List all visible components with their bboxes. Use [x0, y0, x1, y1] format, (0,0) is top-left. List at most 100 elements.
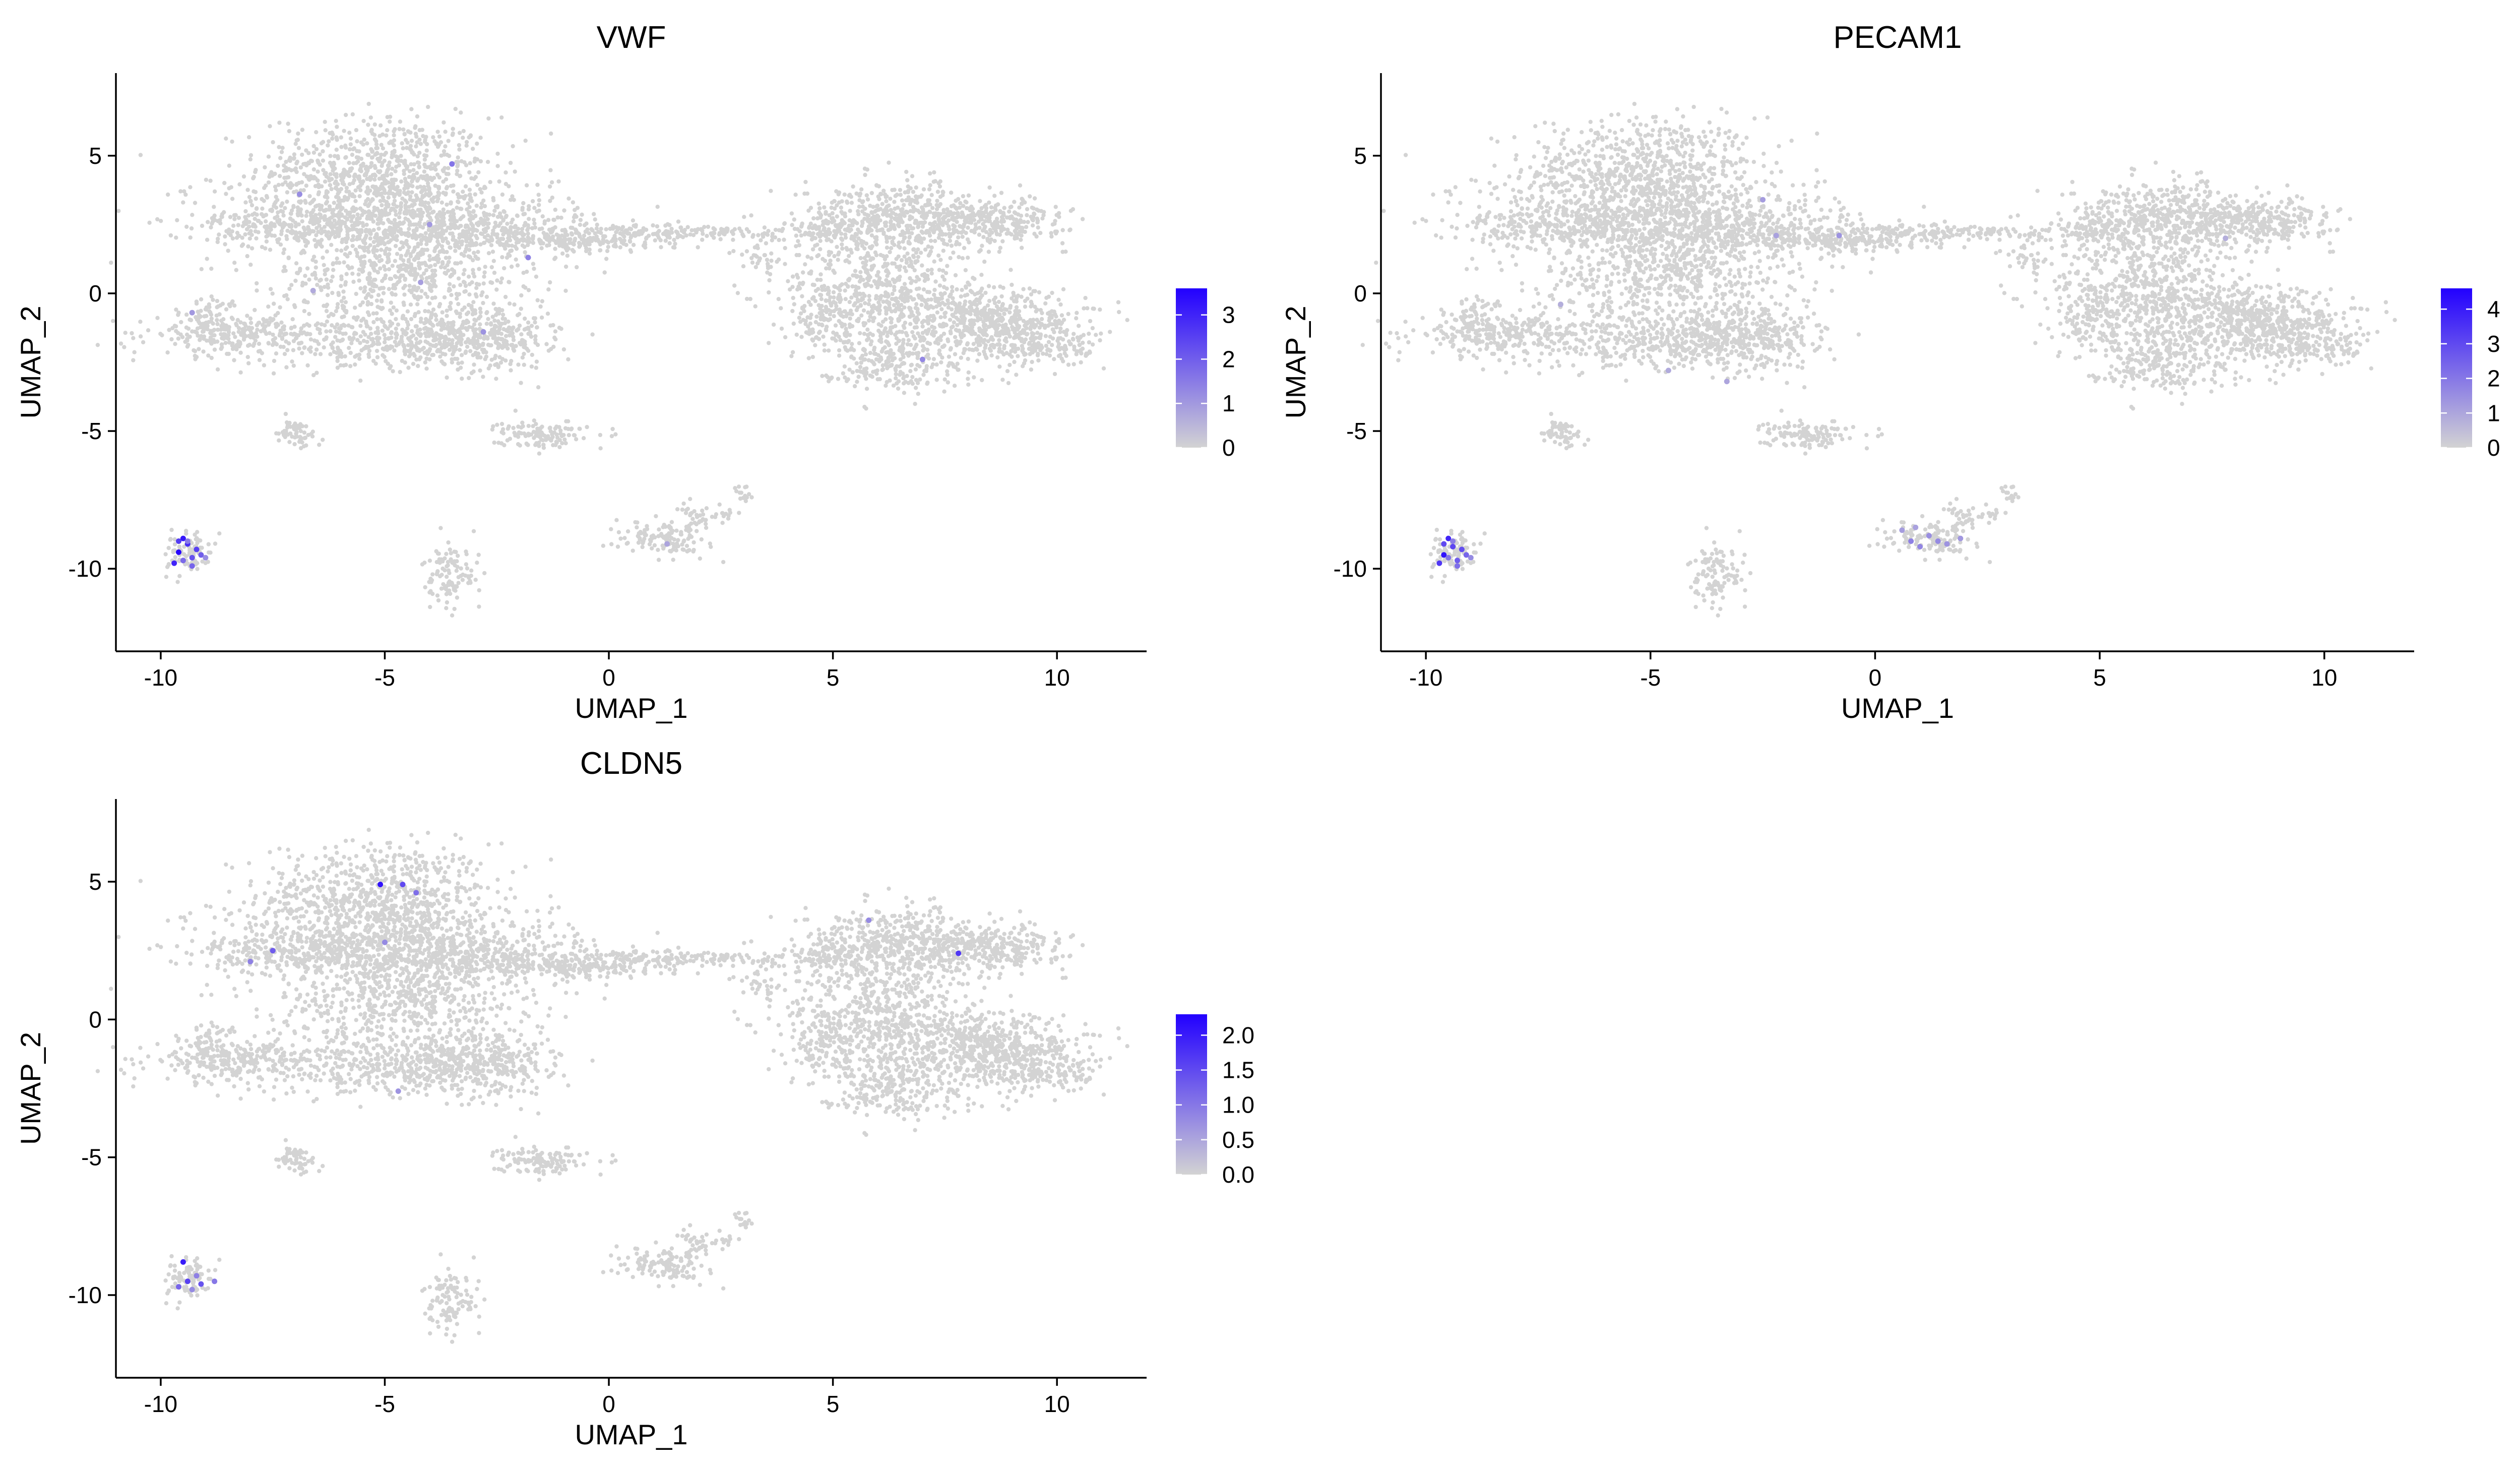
- cell-point: [568, 237, 573, 241]
- cell-point: [358, 324, 363, 328]
- cell-point: [330, 221, 334, 226]
- cell-point: [669, 226, 674, 231]
- cell-point: [471, 336, 476, 341]
- cell-point: [802, 232, 807, 237]
- cell-point: [335, 188, 340, 192]
- cell-point: [313, 352, 318, 356]
- cell-point: [474, 233, 478, 238]
- cell-point: [257, 341, 262, 346]
- cell-point: [357, 356, 362, 361]
- cell-point: [377, 209, 382, 214]
- cell-point: [326, 176, 331, 180]
- cell-point: [534, 274, 539, 279]
- cell-point: [517, 323, 522, 328]
- cell-point: [759, 238, 763, 242]
- cell-point: [464, 233, 469, 238]
- cell-point: [789, 211, 794, 216]
- cell-point: [932, 170, 936, 175]
- cell-point: [347, 182, 352, 187]
- cell-point: [342, 304, 346, 309]
- cell-point: [212, 189, 217, 194]
- cell-point: [495, 151, 500, 156]
- cell-point: [530, 199, 535, 204]
- cell-point: [479, 190, 484, 195]
- cell-point: [465, 344, 470, 349]
- cell-point: [880, 212, 886, 217]
- cell-point: [427, 254, 432, 259]
- cell-point: [316, 158, 320, 163]
- cell-point: [313, 176, 318, 180]
- cell-point: [919, 302, 924, 308]
- cell-point: [522, 223, 527, 228]
- cell-point: [205, 327, 210, 332]
- cell-point: [281, 269, 286, 273]
- cell-point: [643, 240, 647, 244]
- cell-point: [374, 298, 380, 303]
- cell-point: [875, 285, 880, 290]
- cell-point: [448, 245, 452, 250]
- cell-point: [503, 181, 509, 187]
- cell-point: [480, 290, 485, 295]
- cell-point: [345, 236, 350, 241]
- cell-point: [441, 179, 446, 184]
- cell-point: [439, 244, 445, 249]
- cell-point: [343, 252, 347, 257]
- cell-point: [238, 320, 243, 325]
- cell-point: [850, 220, 855, 224]
- cell-point: [386, 202, 391, 207]
- cell-point: [741, 264, 746, 269]
- cell-point: [601, 234, 606, 238]
- cell-point: [617, 236, 622, 241]
- cell-point: [915, 275, 919, 279]
- cell-point: [830, 200, 835, 205]
- cell-point: [325, 267, 330, 272]
- cell-point: [298, 200, 303, 205]
- cell-point: [394, 317, 398, 322]
- cell-point: [300, 219, 304, 224]
- cell-point: [304, 183, 308, 188]
- cell-point: [422, 327, 426, 331]
- cell-point: [246, 135, 251, 140]
- cell-point: [459, 260, 463, 265]
- cell-point: [958, 224, 962, 228]
- cell-point: [345, 172, 350, 176]
- cell-point: [457, 347, 462, 352]
- cell-point: [385, 115, 390, 119]
- cell-point: [598, 248, 603, 253]
- cell-point: [459, 342, 464, 347]
- cell-point: [236, 233, 241, 238]
- cell-point: [473, 308, 477, 313]
- cell-point: [450, 360, 455, 365]
- cell-point: [500, 313, 506, 317]
- cell-point: [374, 248, 380, 253]
- cell-point: [441, 191, 446, 195]
- cell-point: [406, 190, 411, 195]
- cell-point: [340, 219, 345, 224]
- cell-point: [296, 146, 301, 150]
- cell-point: [394, 308, 399, 313]
- cell-point: [355, 217, 359, 221]
- cell-point: [820, 303, 824, 309]
- cell-point: [1010, 214, 1014, 219]
- cell-point: [528, 332, 533, 337]
- cell-point: [897, 277, 902, 282]
- cell-point: [425, 340, 430, 345]
- cell-point: [762, 225, 767, 230]
- cell-point: [484, 350, 488, 354]
- cell-point: [392, 133, 396, 138]
- cell-point: [534, 365, 539, 370]
- cell-point: [450, 345, 454, 349]
- cell-point: [278, 331, 282, 336]
- cell-point: [401, 127, 406, 132]
- cell-point: [562, 208, 566, 213]
- cell-point: [665, 235, 670, 239]
- cell-point: [254, 197, 258, 201]
- cell-point: [313, 259, 318, 264]
- cell-point: [870, 211, 874, 215]
- cell-point: [321, 168, 326, 172]
- cell-point: [271, 371, 276, 376]
- cell-point: [484, 322, 489, 326]
- cell-point: [497, 179, 501, 184]
- cell-point: [864, 193, 869, 198]
- cell-point: [130, 331, 134, 336]
